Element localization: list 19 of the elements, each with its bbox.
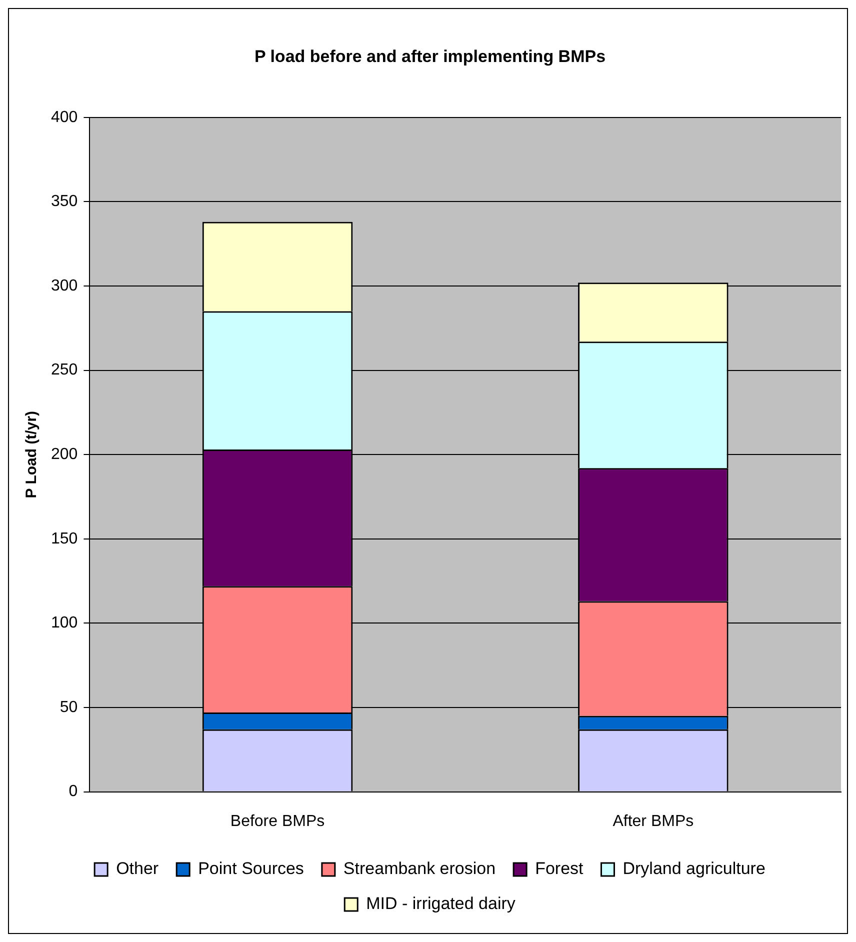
y-tick-label: 350 [50, 193, 78, 210]
legend-label: Dryland agriculture [622, 859, 766, 878]
y-tick-label: 200 [50, 446, 78, 464]
chart-title: P load before and after implementing BMPs [254, 46, 606, 66]
legend-label: Other [116, 859, 159, 878]
legend-label: Point Sources [198, 859, 304, 878]
y-tick-label: 0 [68, 783, 78, 800]
y-tick-label: 250 [50, 362, 78, 379]
y-tick-label: 100 [50, 614, 78, 632]
y-axis-title: P Load (t/yr) [23, 410, 40, 498]
legend-label: Streambank erosion [343, 859, 496, 878]
y-tick-label: 300 [50, 277, 78, 294]
legend-label: Forest [535, 859, 584, 878]
y-tick-label: 150 [50, 530, 78, 548]
y-tick-label: 400 [50, 108, 78, 126]
y-tick-label: 50 [60, 698, 78, 716]
x-tick-label: Before BMPs [230, 812, 325, 830]
legend-label: MID - irrigated dairy [366, 894, 516, 914]
x-tick-label: After BMPs [612, 812, 694, 830]
